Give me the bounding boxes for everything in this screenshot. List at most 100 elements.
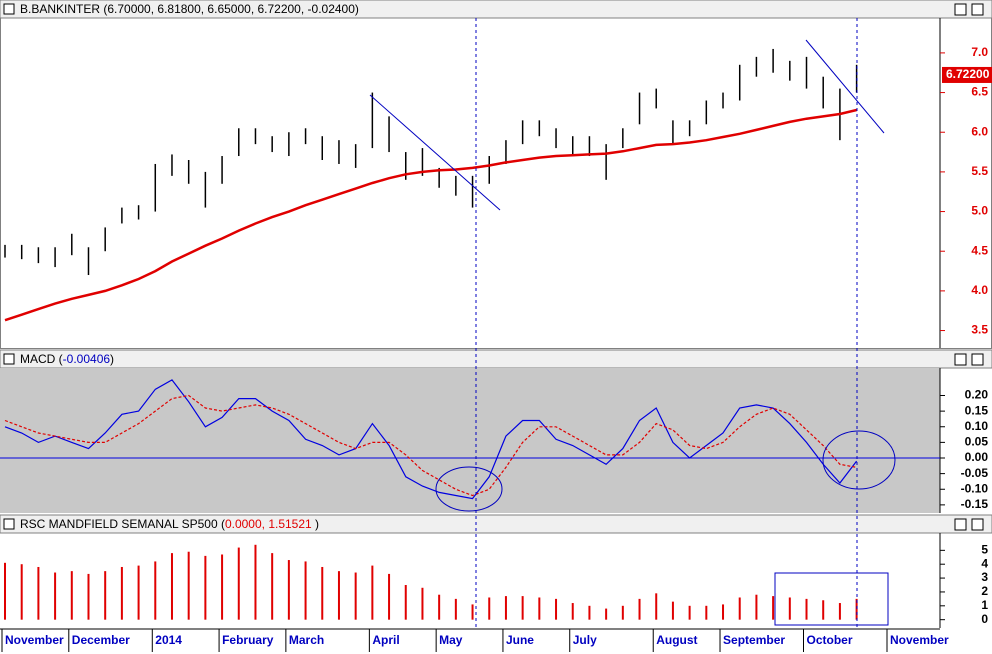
highlight-ellipse [435, 466, 503, 512]
y-tick-label: 7.0 [971, 45, 988, 59]
bar [120, 566, 123, 620]
panel-icon [3, 518, 15, 530]
x-tick-label: August [656, 633, 697, 647]
bar [705, 605, 708, 620]
maximize-button[interactable] [954, 3, 967, 16]
macd-title: MACD (-0.00406) [20, 352, 114, 366]
title-part: -0.00406 [63, 352, 111, 366]
bar [454, 598, 457, 620]
bar [237, 547, 240, 620]
highlight-ellipse [822, 430, 896, 490]
series-line [4, 379, 858, 500]
bar [738, 597, 741, 620]
y-tick-label: 0.05 [965, 435, 989, 449]
y-tick-label: -0.10 [961, 481, 989, 495]
macd-header [0, 349, 992, 369]
panel-icon [3, 353, 15, 365]
y-tick-label: 5 [981, 543, 988, 557]
y-tick-label: 3.5 [971, 323, 988, 337]
bar [471, 604, 474, 620]
bar [805, 598, 808, 620]
x-tick-label: September [723, 633, 785, 647]
bar [304, 561, 307, 620]
x-tick-label: July [573, 633, 597, 647]
bar [187, 551, 190, 620]
bar [688, 605, 691, 620]
title-part: 0.0000, 1.51521 [225, 517, 312, 531]
y-tick-label: 5.5 [971, 164, 988, 178]
bar [170, 553, 173, 620]
bar [571, 603, 574, 620]
bar [671, 601, 674, 620]
y-tick-label: 5.0 [971, 204, 988, 218]
bar [822, 600, 825, 620]
plot-background [0, 368, 940, 513]
bar [421, 587, 424, 620]
y-tick-label: 4.5 [971, 243, 988, 257]
bar [438, 594, 441, 620]
y-tick-label: -0.15 [961, 497, 989, 511]
y-tick-label: 4 [981, 556, 988, 570]
last-price-label: 6.72200 [946, 67, 990, 81]
y-tick-label: 0.00 [965, 450, 989, 464]
x-tick-label: February [222, 633, 274, 647]
bar [321, 566, 324, 620]
y-tick-label: 6.0 [971, 124, 988, 138]
title-part: MACD ( [20, 352, 63, 366]
bar [838, 603, 841, 620]
bar [605, 608, 608, 620]
bar [4, 562, 6, 620]
bar [588, 605, 591, 620]
x-tick-label: November [5, 633, 64, 647]
bar [855, 598, 858, 620]
bar [354, 572, 357, 620]
price-header [0, 0, 992, 19]
bar [638, 598, 641, 620]
x-tick-label: December [72, 633, 130, 647]
bar [37, 566, 40, 620]
y-tick-label: 0.20 [965, 388, 989, 402]
maximize-button[interactable] [954, 353, 967, 366]
bar [154, 561, 157, 620]
bar [755, 594, 758, 620]
x-tick-label: April [372, 633, 399, 647]
y-tick-label: -0.05 [961, 466, 989, 480]
price-title: B.BANKINTER (6.70000, 6.81800, 6.65000, … [20, 2, 359, 16]
bar [621, 605, 624, 620]
bar [287, 560, 290, 620]
annotations [369, 18, 896, 628]
bar [788, 597, 791, 620]
bar [54, 572, 57, 620]
series-line [4, 394, 857, 497]
y-tick-label: 0.15 [965, 403, 989, 417]
series-line [4, 108, 857, 322]
bar [20, 564, 23, 620]
trend-line [369, 94, 501, 211]
bar [555, 598, 558, 620]
close-button[interactable] [971, 353, 984, 366]
title-part: ) [110, 352, 114, 366]
rsc-title: RSC MANDFIELD SEMANAL SP500 (0.0000, 1.5… [20, 517, 319, 531]
title-part: RSC MANDFIELD SEMANAL SP500 ( [20, 517, 225, 531]
last-price-box [942, 66, 992, 83]
rsc-header [0, 514, 992, 534]
close-button[interactable] [971, 518, 984, 531]
bar [204, 555, 207, 620]
title-part: ) [312, 517, 319, 531]
trend-line [805, 39, 885, 134]
x-tick-label: October [807, 633, 853, 647]
bar [772, 596, 775, 620]
y-tick-label: 4.0 [971, 283, 988, 297]
bar [70, 571, 73, 620]
close-button[interactable] [971, 3, 984, 16]
bar [538, 597, 541, 620]
y-tick-label: 0 [981, 612, 988, 626]
highlight-box [774, 572, 889, 626]
panel-icon [3, 3, 15, 15]
bar [655, 593, 658, 620]
bar [722, 604, 725, 620]
window-buttons [3, 3, 984, 531]
maximize-button[interactable] [954, 518, 967, 531]
